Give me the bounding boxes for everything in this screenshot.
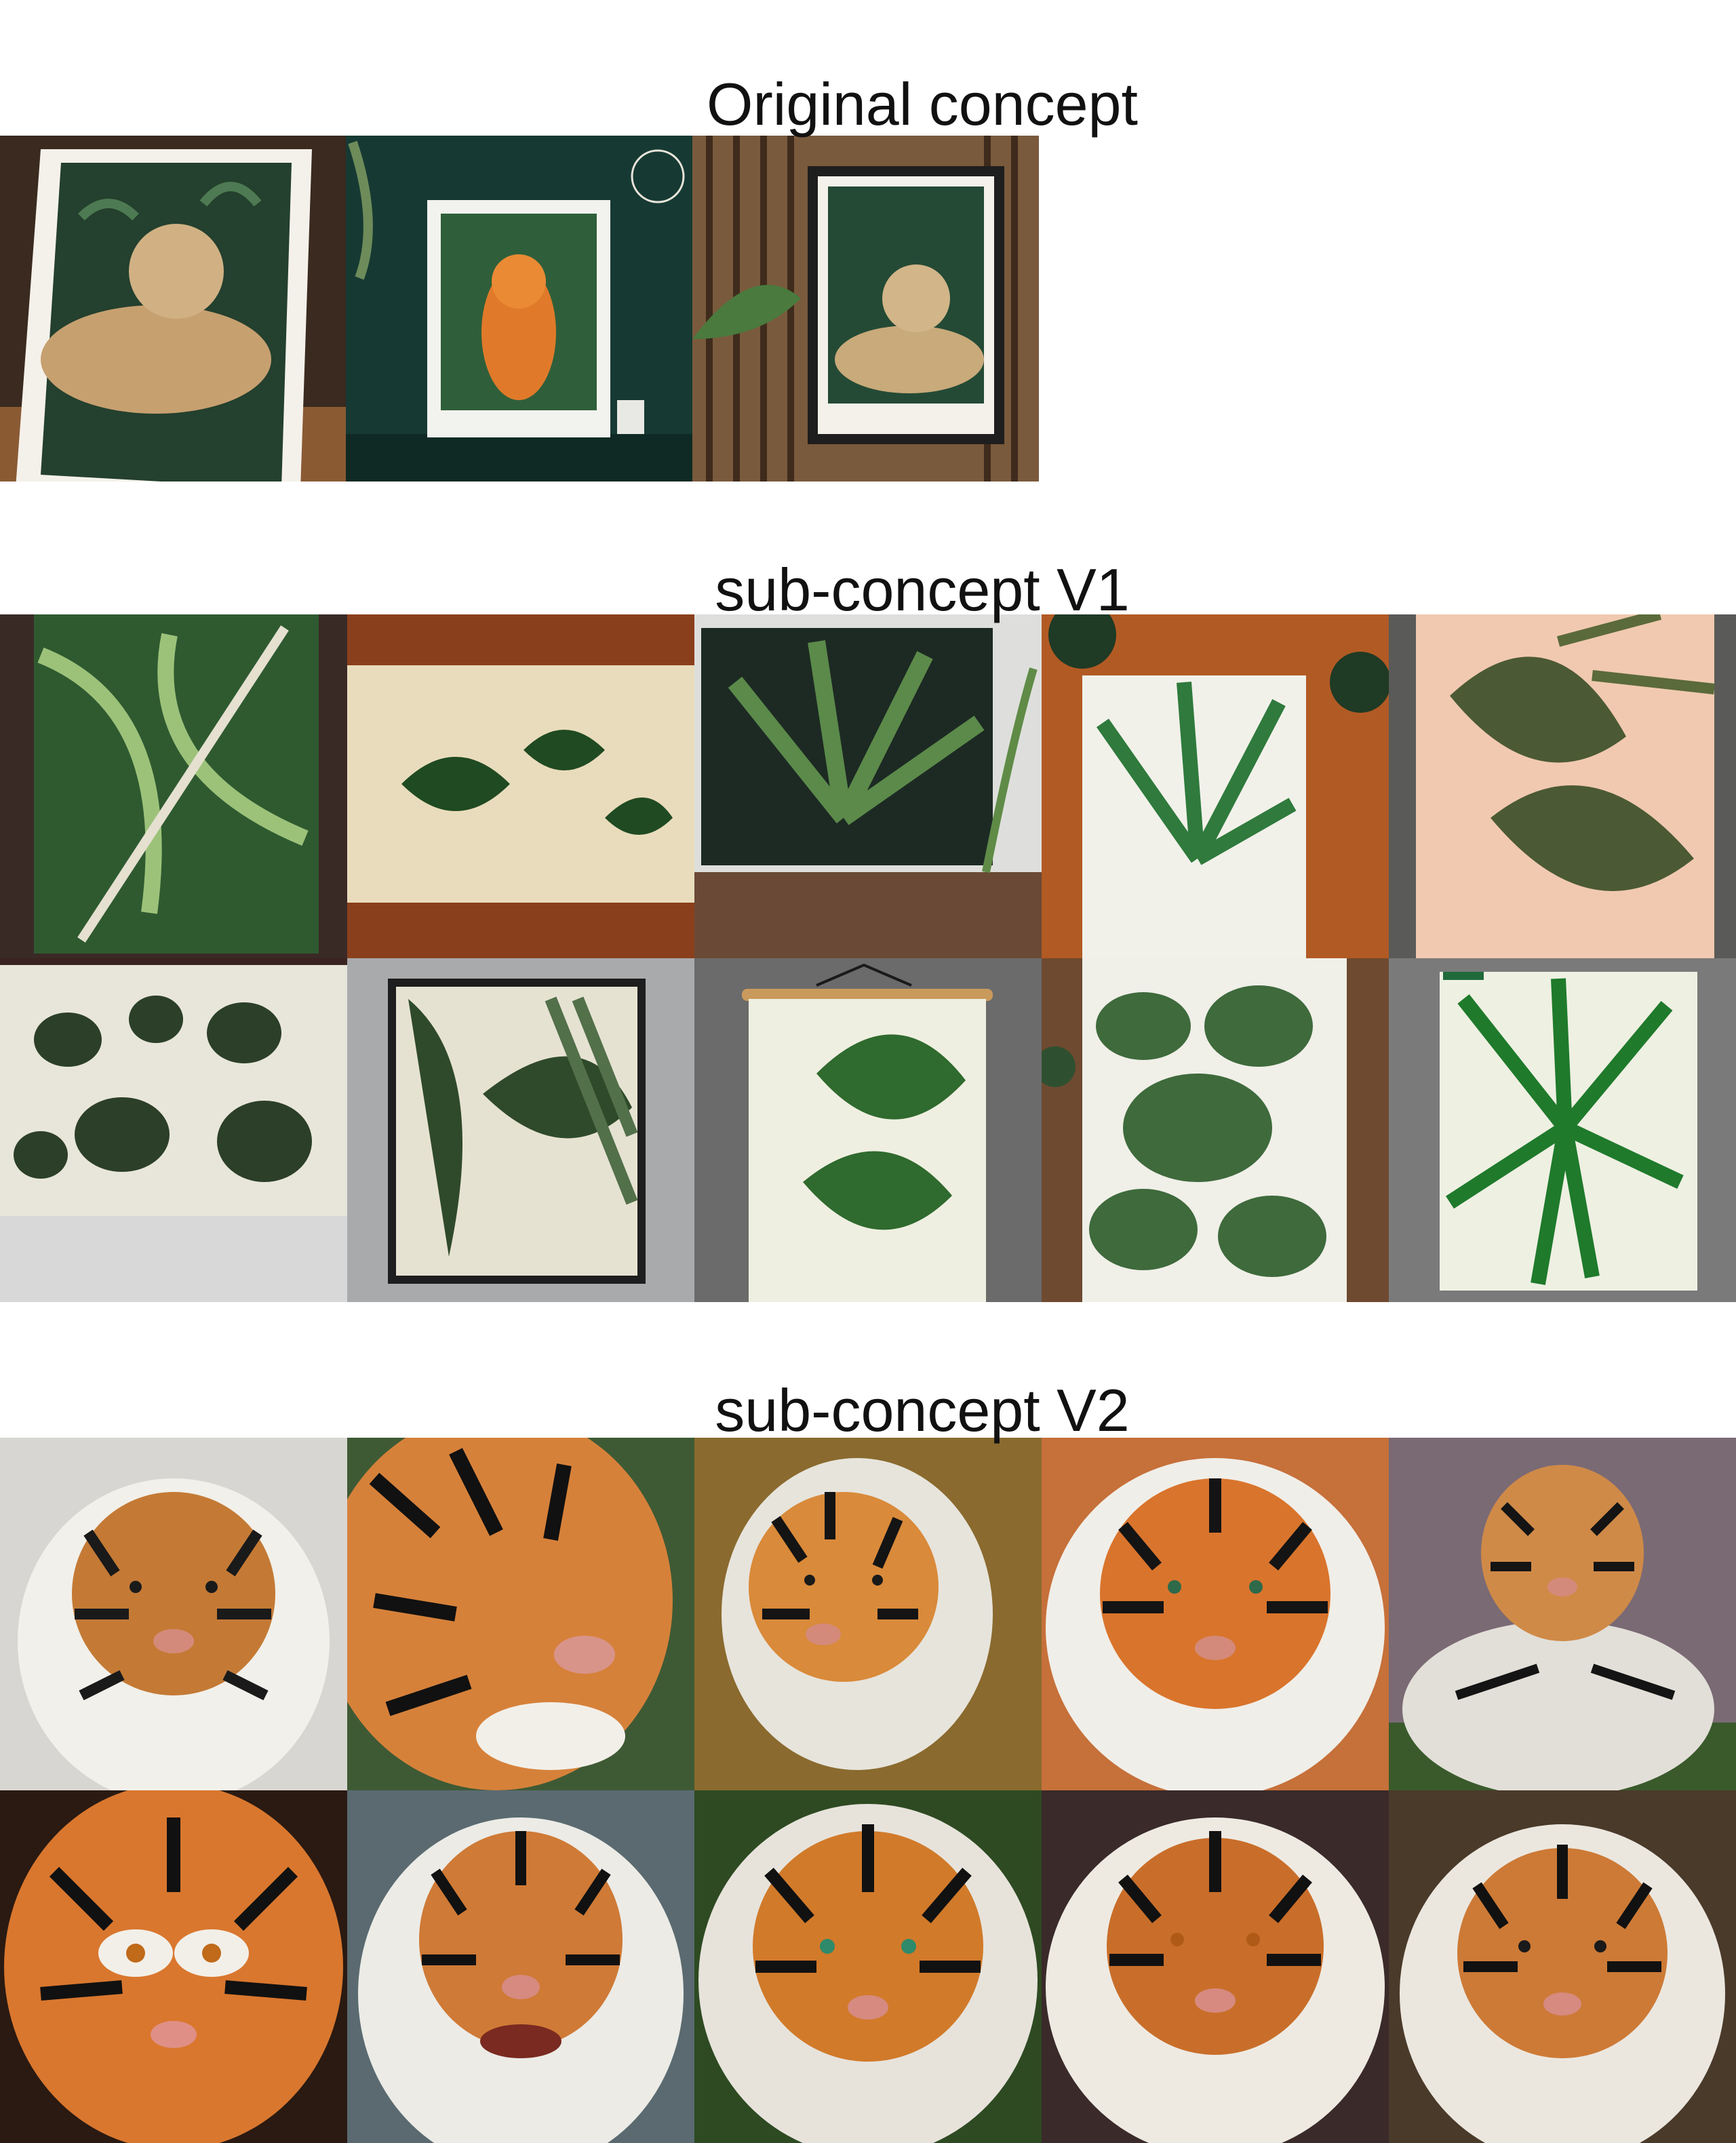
image-tile[interactable] [1389,614,1736,958]
tiger-print-on-table-image [0,136,346,481]
image-tile[interactable] [1042,958,1389,1302]
image-tile[interactable] [0,136,346,481]
tiger-face-image-3 [694,1438,1042,1790]
sub-concept-v1-grid [0,614,1736,1302]
sub-concept-v2-grid [0,1438,1736,2143]
image-tile[interactable] [347,1438,694,1790]
image-tile[interactable] [1389,1790,1736,2143]
image-tile[interactable] [0,958,347,1302]
framed-jungle-leaves-poster-image [347,958,694,1302]
image-tile[interactable] [0,1438,347,1790]
image-tile[interactable] [347,958,694,1302]
tiger-face-image-1 [0,1438,347,1790]
image-tile[interactable] [1389,958,1736,1302]
palm-leaf-print-on-concrete-image [1389,958,1736,1302]
image-tile[interactable] [0,1790,347,2143]
image-tile[interactable] [347,614,694,958]
hanging-monstera-scroll-image [694,958,1042,1302]
tiger-face-image-8 [694,1790,1042,2143]
tiger-face-image-9 [1042,1790,1389,2143]
tropical-leaves-painting-image [0,614,347,958]
monstera-on-pink-background-image [1389,614,1736,958]
tiger-sitting-image-5 [1389,1438,1736,1790]
green-leaves-print-image [1042,958,1389,1302]
palm-leaves-poster-image [694,614,1042,958]
image-tile[interactable] [1042,614,1389,958]
image-tile[interactable] [692,136,1039,481]
leaf-sketch-on-wood-wall-image [347,614,694,958]
image-tile[interactable] [347,1790,694,2143]
image-tile[interactable] [346,136,692,481]
tiger-poster-dark-green-wall-image [346,136,692,481]
section-title-v2: sub-concept V2 [715,1377,1130,1444]
image-tile[interactable] [1042,1438,1389,1790]
tiger-face-image-7 [347,1790,694,2143]
image-tile[interactable] [694,1438,1042,1790]
image-tile[interactable] [1389,1438,1736,1790]
tiger-face-image-4 [1042,1438,1389,1790]
framed-tiger-on-wood-slats-image [692,136,1039,481]
monstera-vine-mural-image [0,958,347,1302]
tiger-face-image-6 [0,1790,347,2143]
tiger-face-closeup-image-2 [347,1438,694,1790]
tiger-face-image-10 [1389,1790,1736,2143]
section-title-v1: sub-concept V1 [715,556,1130,623]
image-tile[interactable] [694,614,1042,958]
image-tile[interactable] [694,1790,1042,2143]
palm-print-on-orange-wood-image [1042,614,1389,958]
original-concept-grid [0,136,1039,481]
image-tile[interactable] [1042,1790,1389,2143]
section-title-original: Original concept [707,71,1138,138]
image-tile[interactable] [694,958,1042,1302]
image-tile[interactable] [0,614,347,958]
